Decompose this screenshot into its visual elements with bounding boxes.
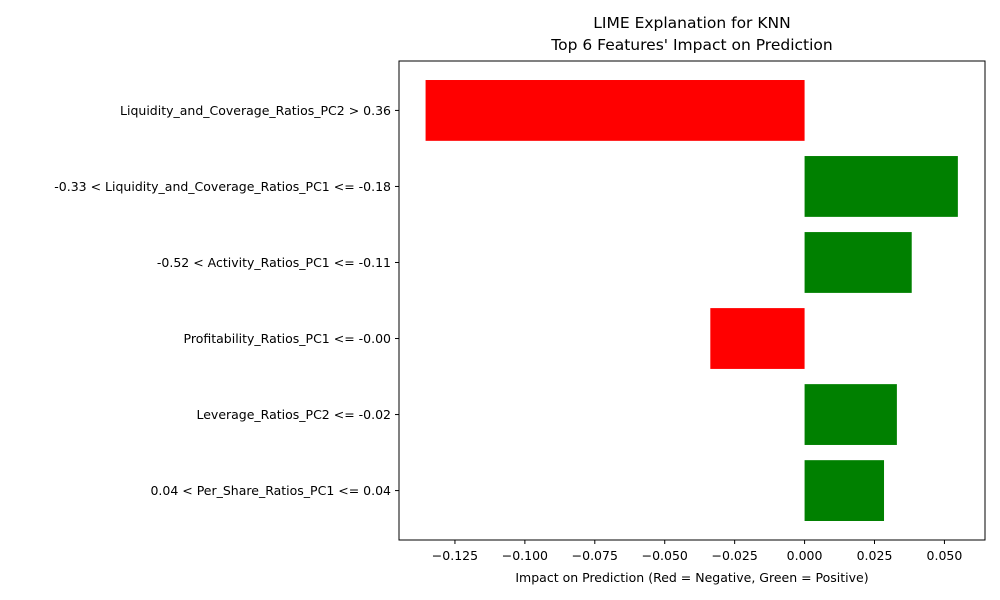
- x-tick-label: 0.000: [787, 548, 823, 563]
- x-tick-label: −0.075: [572, 548, 618, 563]
- chart-title: LIME Explanation for KNN: [593, 14, 790, 32]
- x-tick-label: 0.025: [857, 548, 893, 563]
- y-tick-label: Liquidity_and_Coverage_Ratios_PC2 > 0.36: [120, 103, 391, 118]
- x-tick-label: −0.100: [502, 548, 548, 563]
- bar-6: [804, 460, 885, 521]
- x-tick-label: −0.050: [642, 548, 688, 563]
- bar-3: [804, 232, 912, 293]
- x-tick-label: 0.050: [927, 548, 963, 563]
- x-ticks: −0.125 −0.100 −0.075 −0.050 −0.025 0.000 0.025…: [432, 540, 963, 563]
- x-axis-label: Impact on Prediction (Red = Negative, Gr…: [515, 570, 868, 585]
- plot-frame: [398, 60, 986, 541]
- x-tick-label: −0.125: [432, 548, 478, 563]
- y-ticks: Liquidity_and_Coverage_Ratios_PC2 > 0.36…: [54, 103, 399, 498]
- bar-2: [804, 156, 958, 217]
- bar-1: [425, 80, 805, 141]
- chart-subtitle: Top 6 Features' Impact on Prediction: [550, 36, 832, 54]
- bar-5: [804, 384, 897, 445]
- y-tick-label: Profitability_Ratios_PC1 <= -0.00: [184, 331, 392, 346]
- x-tick-label: −0.025: [712, 548, 758, 563]
- y-tick-label: -0.33 < Liquidity_and_Coverage_Ratios_PC…: [54, 179, 391, 194]
- bar-4: [710, 308, 805, 369]
- y-tick-label: -0.52 < Activity_Ratios_PC1 <= -0.11: [157, 255, 391, 270]
- y-tick-label: Leverage_Ratios_PC2 <= -0.02: [196, 407, 391, 422]
- bars-group: [425, 80, 958, 521]
- y-tick-label: 0.04 < Per_Share_Ratios_PC1 <= 0.04: [150, 483, 391, 498]
